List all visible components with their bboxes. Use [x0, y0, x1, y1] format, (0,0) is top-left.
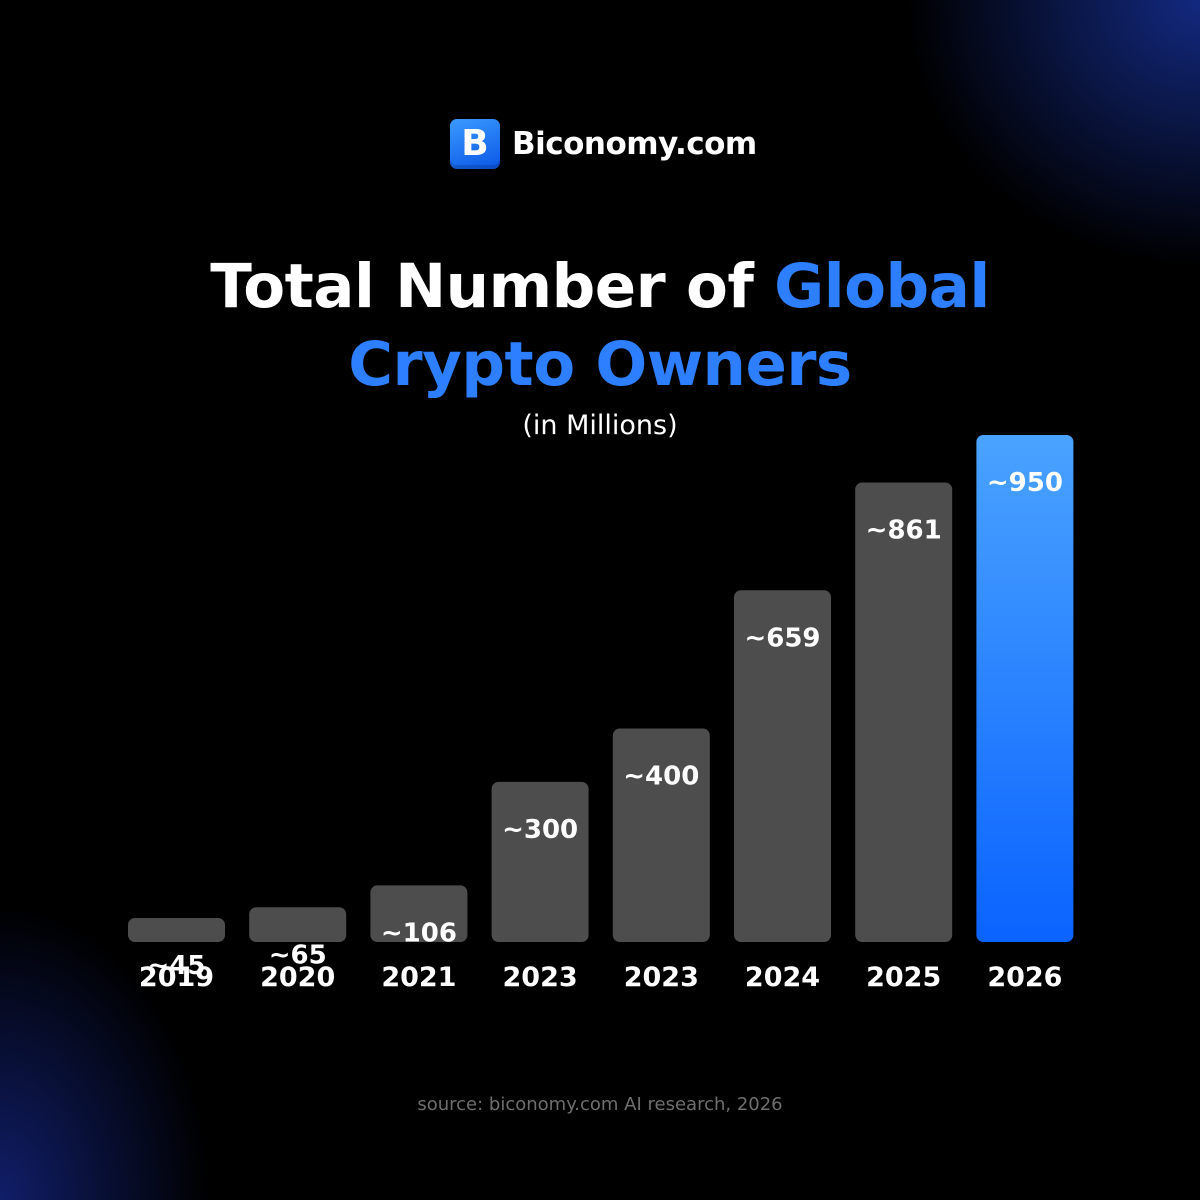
bar-2 [249, 907, 347, 942]
bar-value-label-6: ~659 [744, 623, 820, 653]
title-blue-part: Global [774, 251, 990, 322]
x-tick-label-1: 2019 [139, 962, 214, 993]
bar-value-label-5: ~400 [623, 762, 699, 792]
bar-5 [612, 728, 710, 942]
title-blue-line-2: Crypto Owners [348, 329, 852, 400]
brand-name: Biconomy.com [512, 126, 757, 162]
bar-value-label-1: ~45 [148, 951, 206, 981]
title-white-part: Total Number of [210, 251, 775, 322]
bar-6 [734, 590, 831, 942]
chart-title-line-1: Total Number of Global [0, 256, 1200, 317]
x-tick-label-5: 2023 [624, 962, 699, 993]
bar-value-label-2: ~65 [269, 940, 327, 970]
x-tick-label-4: 2023 [503, 962, 578, 993]
bar-7 [855, 482, 953, 942]
biconomy-logo-icon: B [450, 119, 500, 169]
x-tick-label-8: 2026 [987, 962, 1062, 993]
bar-value-label-7: ~861 [866, 515, 942, 545]
x-tick-label-7: 2025 [866, 962, 941, 993]
bar-value-label-4: ~300 [502, 815, 578, 845]
x-tick-label-2: 2020 [260, 962, 335, 993]
chart-subtitle: (in Millions) [522, 410, 678, 441]
chart-title-line-2: Crypto Owners [0, 334, 1200, 395]
bar-value-label-8: ~950 [987, 468, 1063, 498]
bar-8 [976, 435, 1074, 942]
bar-4 [491, 781, 589, 942]
source-note: source: biconomy.com AI research, 2026 [417, 1094, 783, 1115]
brand-logo: B Biconomy.com [450, 119, 757, 169]
bar-1 [128, 917, 225, 942]
x-tick-label-6: 2024 [745, 962, 820, 993]
x-tick-label-3: 2021 [381, 962, 456, 993]
bar-3 [370, 885, 468, 942]
bar-value-label-3: ~106 [381, 918, 457, 948]
